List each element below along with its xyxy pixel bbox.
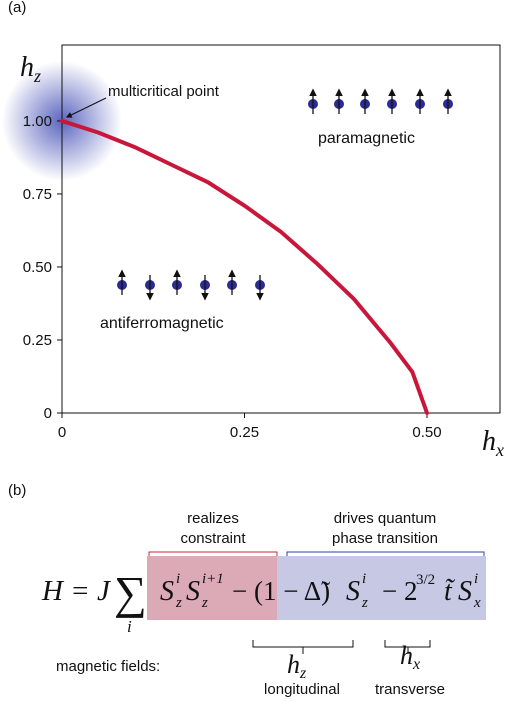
eq: i — [176, 571, 180, 587]
bracket-label: realizes — [187, 510, 239, 527]
eq: i — [362, 571, 366, 587]
panel-label: (a) — [8, 0, 26, 16]
eq-index: i — [127, 617, 132, 636]
eq: z — [361, 595, 368, 611]
eq: S — [160, 576, 174, 607]
highlight — [147, 556, 277, 620]
plot: 0 0.25 0.50 0.75 1.00 0 0.25 0.50 — [2, 44, 501, 441]
y-axis-label: hz — [20, 52, 41, 86]
bracket-label: phase transition — [332, 530, 438, 547]
eq: i+1 — [202, 571, 224, 587]
annotation: paramagnetic — [318, 130, 415, 147]
bracket-label: drives quantum — [334, 510, 437, 527]
eq: z — [201, 595, 208, 611]
field-symbol: hx — [400, 641, 420, 673]
highlight — [277, 556, 486, 620]
eq: 3/2 — [416, 572, 435, 588]
annotation-arrow — [65, 97, 107, 118]
field-symbol: hz — [287, 650, 307, 682]
annotation: antiferromagnetic — [100, 315, 224, 332]
eq-sum: ∑ — [114, 567, 147, 618]
bracket-label: constraint — [180, 530, 246, 547]
x-axis-label: hx — [482, 426, 504, 460]
x-tick-label: 0.25 — [230, 424, 259, 441]
brace — [252, 640, 354, 654]
y-tick-label: 1.00 — [23, 113, 52, 130]
brace — [384, 640, 431, 654]
eq: S — [186, 576, 200, 607]
panel-label: (b) — [8, 482, 26, 499]
annotation: multicritical point — [108, 83, 220, 100]
fields-label: magnetic fields: — [56, 658, 160, 675]
eq: − (1 − Δ̃) — [232, 576, 330, 606]
y-tick-label: 0 — [44, 405, 52, 422]
eq: S — [458, 576, 472, 607]
field-name: longitudinal — [264, 681, 340, 698]
y-tick-label: 0.50 — [23, 259, 52, 276]
x-tick-label: 0 — [58, 424, 66, 441]
plot-frame — [61, 44, 501, 414]
eq: i — [474, 571, 478, 587]
y-tick-label: 0.75 — [23, 186, 52, 203]
eq: S — [346, 576, 360, 607]
eq: x — [473, 595, 481, 611]
y-tick-label: 0.25 — [23, 332, 52, 349]
phase-boundary — [60, 118, 429, 415]
eq: z — [175, 595, 182, 611]
x-tick-label: 0.50 — [412, 424, 441, 441]
eq-lhs: H = J — [41, 575, 111, 607]
eq: − 2 — [382, 576, 417, 606]
field-name: transverse — [375, 681, 445, 698]
